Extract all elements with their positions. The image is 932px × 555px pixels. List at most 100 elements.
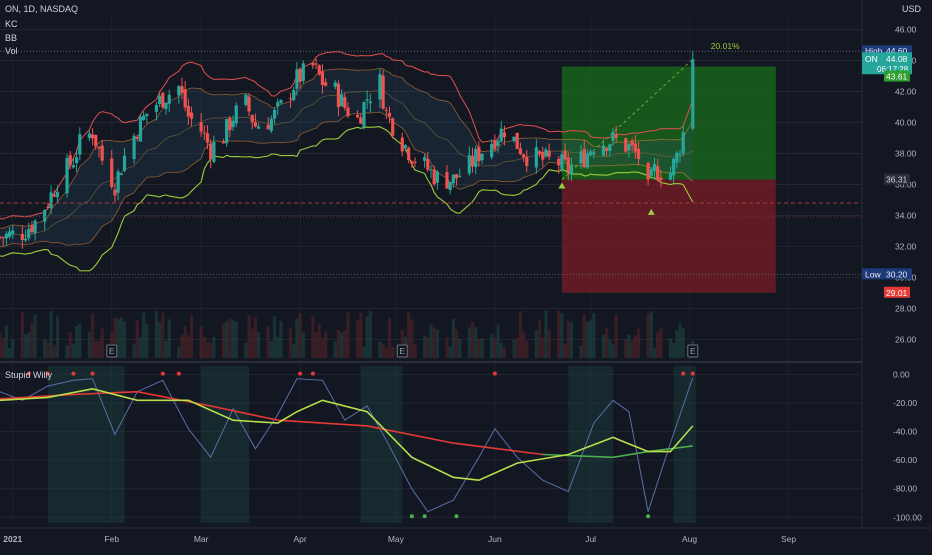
- volume-bar: [499, 342, 503, 358]
- time-tick-label: Apr: [293, 534, 306, 544]
- position-tool[interactable]: 20.01%: [561, 41, 776, 293]
- candle-body: [470, 155, 475, 167]
- osc-highlight: [360, 366, 403, 523]
- indicator-vol[interactable]: Vol: [5, 46, 18, 56]
- candle-body: [317, 65, 321, 75]
- time-tick-label: Jun: [488, 534, 502, 544]
- volume-bar: [502, 346, 507, 358]
- kc-lower-line: [0, 111, 694, 248]
- overbought-dot: [160, 371, 165, 376]
- oscillator-title[interactable]: Stupid Willy: [5, 370, 53, 380]
- loss-zone[interactable]: [561, 179, 776, 293]
- volume-bar: [94, 341, 98, 358]
- volume-bar: [413, 344, 417, 358]
- candle-body: [209, 143, 213, 160]
- earnings-marker-label: E: [690, 346, 696, 356]
- candle-body: [180, 86, 184, 93]
- candle-body: [320, 71, 325, 86]
- candle-body: [429, 169, 433, 171]
- candle-body: [525, 156, 529, 166]
- volume-bar: [49, 311, 53, 358]
- candle-body: [311, 62, 315, 66]
- osc-series-1: [0, 387, 694, 482]
- volume-bar: [199, 326, 203, 358]
- candle-body: [512, 136, 516, 141]
- volume-bar: [435, 329, 439, 358]
- volume-bar: [202, 336, 206, 358]
- osc-tick-label: -20.00: [893, 398, 917, 408]
- volume-bar: [585, 322, 590, 358]
- volume-bar: [566, 321, 570, 358]
- volume-bar: [7, 347, 12, 358]
- volume-bar: [257, 332, 261, 358]
- candle-body: [234, 105, 238, 124]
- high-tag-value: 44.60: [886, 46, 908, 56]
- volume-bar: [400, 330, 404, 358]
- overbought-dot: [492, 371, 497, 376]
- low-tag-bg: [862, 268, 912, 280]
- last-tag-symbol: ON: [865, 54, 878, 64]
- volume-bar: [378, 341, 382, 358]
- candle-body: [474, 149, 478, 168]
- earnings-marker[interactable]: [106, 344, 118, 358]
- candle-body: [601, 145, 605, 156]
- volume-bar: [116, 318, 120, 358]
- bb-upper-line: [0, 51, 694, 220]
- candle-body: [272, 109, 277, 119]
- time-tick-label: Jul: [585, 534, 596, 544]
- candle-body: [301, 63, 305, 81]
- volume-bar: [636, 328, 641, 358]
- candle-body: [266, 124, 270, 130]
- candle-body: [656, 166, 660, 181]
- time-tick-label: Sep: [781, 534, 796, 544]
- candle-body: [189, 112, 194, 119]
- osc-tick-label: -100.00: [893, 512, 922, 522]
- volume-bar: [343, 330, 347, 358]
- candle-body: [633, 143, 637, 152]
- osc-tick-label: -80.00: [893, 484, 917, 494]
- osc-series-2-green: [542, 445, 693, 459]
- volume-bar: [11, 339, 15, 358]
- candle-body: [164, 102, 168, 110]
- volume-bar: [470, 322, 475, 358]
- candle-body: [113, 189, 117, 196]
- candle-body: [649, 169, 653, 176]
- volume-bar: [477, 339, 481, 358]
- candle-body: [502, 132, 507, 138]
- candle-body: [55, 191, 60, 198]
- indicator-bb[interactable]: BB: [5, 33, 18, 43]
- volume-bar: [668, 338, 673, 358]
- volume-bar: [132, 344, 136, 358]
- volume-bar: [46, 342, 50, 358]
- candle-body: [387, 112, 392, 117]
- stop-tag-bg: [884, 286, 910, 298]
- volume-bar: [496, 324, 500, 358]
- volume-bar: [426, 336, 430, 358]
- candle-body: [1, 237, 5, 239]
- volume-bar: [611, 344, 615, 358]
- volume-bar: [20, 312, 24, 358]
- volume-bar: [579, 345, 583, 358]
- volume-bar: [209, 342, 213, 358]
- volume-bar: [384, 347, 388, 358]
- candle-body: [94, 134, 98, 147]
- candle-body: [75, 157, 79, 164]
- candle-body: [27, 228, 31, 239]
- overbought-dot: [310, 371, 315, 376]
- earnings-marker[interactable]: [396, 344, 408, 358]
- volume-bar: [362, 346, 366, 358]
- candle-body: [521, 154, 526, 158]
- candle-body: [490, 143, 494, 158]
- volume-bar: [231, 320, 235, 358]
- candle-body: [668, 172, 673, 180]
- volume-bar: [525, 341, 529, 358]
- profit-zone[interactable]: [561, 66, 776, 180]
- indicator-kc[interactable]: KC: [5, 19, 18, 29]
- symbol-line[interactable]: ON, 1D, NASDAQ: [5, 4, 79, 14]
- osc-tick-label: -40.00: [893, 427, 917, 437]
- earnings-marker[interactable]: [687, 344, 699, 358]
- candle-body: [646, 162, 650, 180]
- candle-body: [604, 148, 609, 152]
- candle-body: [205, 133, 210, 143]
